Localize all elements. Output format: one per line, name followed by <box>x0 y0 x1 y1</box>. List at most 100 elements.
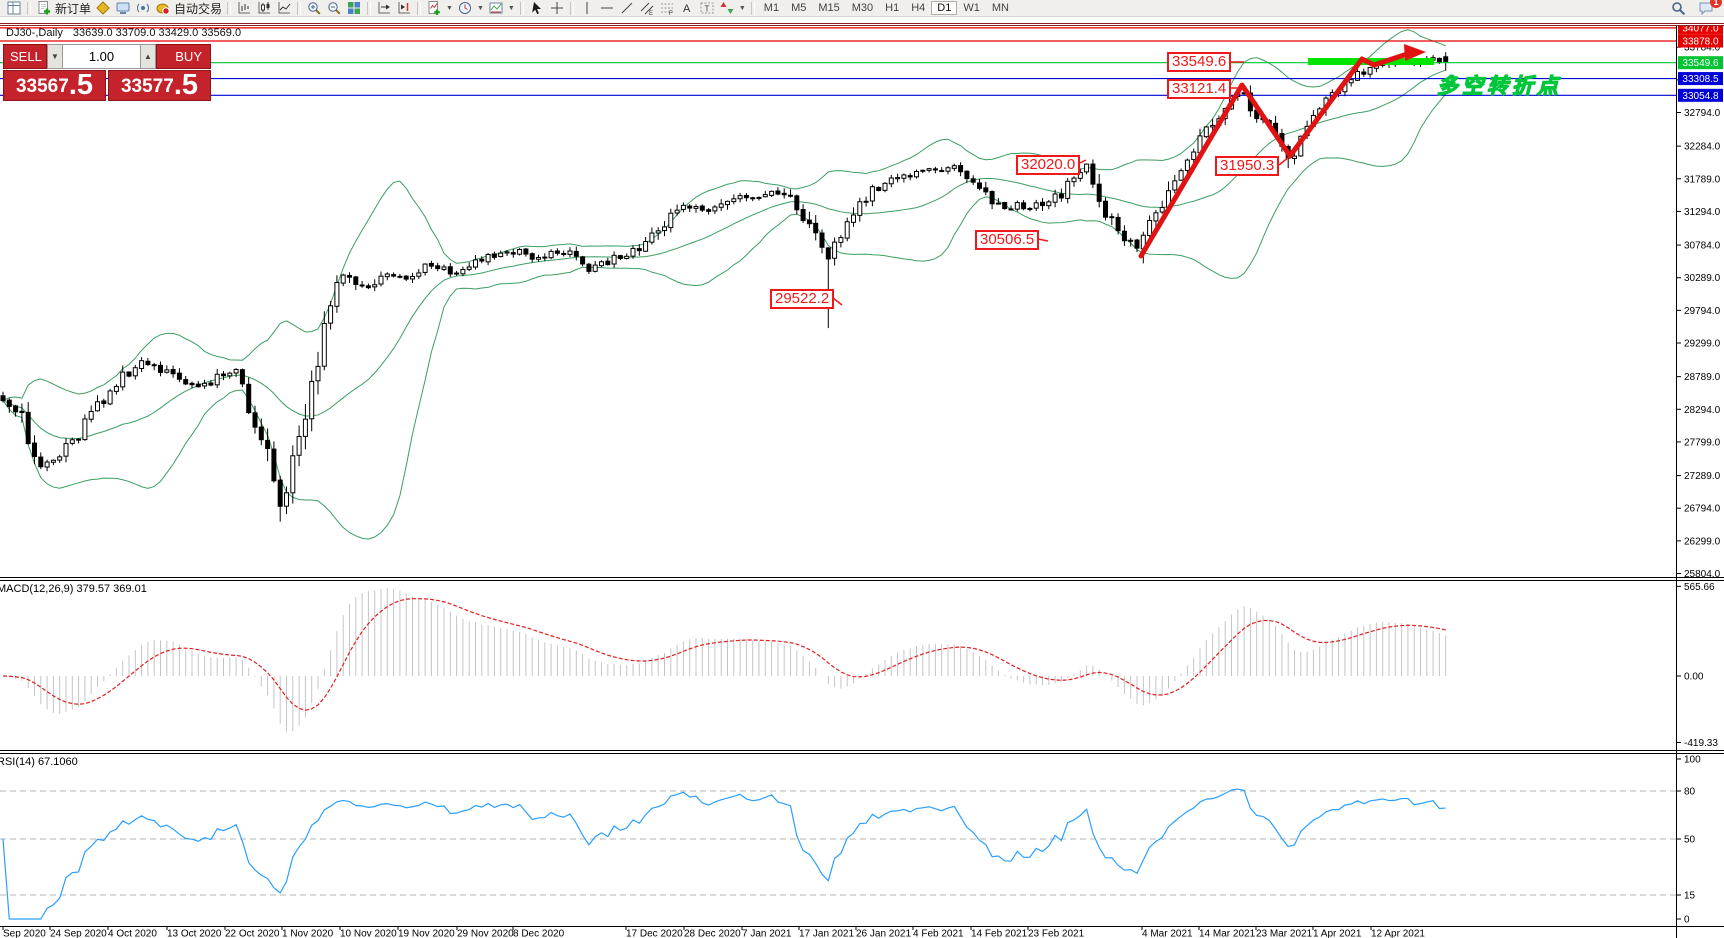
svg-text:50: 50 <box>1684 835 1696 846</box>
candles-chart-button[interactable] <box>254 0 274 16</box>
templates-button[interactable]: ▼ <box>486 0 517 16</box>
chevron-down-icon[interactable]: ▼ <box>476 4 484 12</box>
trend-line-button[interactable] <box>617 0 637 16</box>
crosshair-icon <box>549 0 565 16</box>
new-order-button[interactable]: 新订单 <box>34 0 93 16</box>
notifications-button[interactable]: 1 <box>1696 0 1722 16</box>
fibonacci-button[interactable]: F <box>657 0 677 16</box>
text-label-button[interactable]: T <box>697 0 717 16</box>
tile-windows-icon <box>346 0 362 16</box>
timeframe-d1-button[interactable]: D1 <box>931 1 958 15</box>
styler-button[interactable] <box>93 0 113 16</box>
zoom-in-button[interactable] <box>304 0 324 16</box>
red-zigzag-arrow[interactable] <box>1138 50 1413 259</box>
signals-button[interactable] <box>133 0 153 16</box>
horizontal-line-button[interactable] <box>597 0 617 16</box>
volume-input[interactable] <box>63 44 140 69</box>
ask-price-fraction: .5 <box>173 69 199 101</box>
templates-icon <box>488 0 504 16</box>
signals-icon <box>135 0 151 16</box>
line-chart-button[interactable] <box>274 0 294 16</box>
zoom-out-button[interactable] <box>324 0 344 16</box>
chart-shift-button[interactable] <box>394 0 414 16</box>
bull-bear-turning-point-label[interactable]: 多空转折点 <box>1436 74 1562 98</box>
styler-icon <box>95 0 111 16</box>
market-watch-button[interactable] <box>4 0 24 16</box>
buy-button[interactable]: BUY <box>156 44 211 69</box>
crosshair-button[interactable] <box>547 0 567 16</box>
search-button[interactable] <box>1668 0 1688 16</box>
price-annotation-label[interactable]: 29522.2 <box>770 289 835 309</box>
trend-line-icon <box>619 0 635 16</box>
terminal-button[interactable] <box>113 0 133 16</box>
time-axis-label: 28 Dec 2020 <box>684 929 741 938</box>
arrows-button[interactable]: ▼ <box>717 0 748 16</box>
price-annotation-label[interactable]: 32020.0 <box>1016 155 1081 175</box>
price-annotation-label[interactable]: 31950.3 <box>1215 156 1280 176</box>
time-axis-label: 29 Nov 2020 <box>457 929 514 938</box>
price-annotation-label[interactable]: 30506.5 <box>975 230 1040 250</box>
timeframe-h4-button[interactable]: H4 <box>911 2 926 14</box>
time-axis-label: 10 Nov 2020 <box>340 929 397 938</box>
chart-ohlc-values: 33639.0 33709.0 33429.0 33569.0 <box>72 27 242 39</box>
timeframe-m15-button[interactable]: M15 <box>818 2 840 14</box>
timeframe-h1-button[interactable]: H1 <box>885 2 900 14</box>
time-axis-label: 4 Oct 2020 <box>108 929 157 938</box>
svg-text:-419.33: -419.33 <box>1684 738 1718 749</box>
bars-chart-button[interactable] <box>234 0 254 16</box>
svg-text:80: 80 <box>1684 787 1696 798</box>
price-annotation-label[interactable]: 33121.4 <box>1167 79 1232 99</box>
chart-symbol-period: DJ30-,Daily <box>6 27 63 39</box>
chevron-down-icon[interactable]: ▼ <box>507 4 515 12</box>
time-axis-label: 26 Jan 2021 <box>856 929 911 938</box>
chevron-down-icon[interactable]: ▼ <box>446 4 453 12</box>
price-tick-label: 32794.0 <box>1684 108 1721 119</box>
cursor-icon <box>529 0 545 16</box>
ask-price-display[interactable]: 33577.5 <box>108 70 211 101</box>
rsi-line <box>2 788 1446 920</box>
price-tick-label: 27799.0 <box>1684 437 1721 448</box>
svg-text:A: A <box>683 3 691 15</box>
tile-windows-button[interactable] <box>344 0 364 16</box>
price-tick-label: 31789.0 <box>1684 174 1721 185</box>
timeframe-m5-button[interactable]: M5 <box>791 2 807 14</box>
chevron-down-icon[interactable]: ▼ <box>738 4 746 12</box>
cursor-button[interactable] <box>527 0 547 16</box>
vertical-line-button[interactable] <box>577 0 597 16</box>
time-axis-label: 22 Oct 2020 <box>225 929 280 938</box>
candles-layer <box>0 52 1449 522</box>
timeframe-mn-button[interactable]: MN <box>991 2 1009 14</box>
price-tick-label: 32284.0 <box>1684 142 1721 153</box>
volume-decrease-button[interactable]: ▼ <box>47 44 63 69</box>
price-badge-33308.5 <box>1678 72 1723 86</box>
price-annotation-label[interactable]: 33549.6 <box>1167 52 1232 72</box>
periods-icon <box>457 0 473 16</box>
auto-scroll-button[interactable] <box>374 0 394 16</box>
svg-text:33054.8: 33054.8 <box>1682 91 1719 102</box>
timeframe-w1-button[interactable]: W1 <box>963 2 980 14</box>
annotations-layer[interactable] <box>832 44 1434 306</box>
chart-title: DJ30-,Daily 33639.0 33709.0 33429.0 33569… <box>6 27 241 39</box>
price-badge-33878 <box>1678 34 1723 48</box>
autotrading-button[interactable]: 自动交易 <box>153 0 224 16</box>
timeframe-m1-button[interactable]: M1 <box>763 2 780 14</box>
equidistant-channel-button[interactable]: E <box>637 0 657 16</box>
main-toolbar: 新订单 自动交易 ▼ ▼ ▼ E F A T ▼ M1 M5 M15 M30 H1 H4 D1 W1 MN 1 <box>0 0 1724 17</box>
toolbar-separator <box>750 1 755 15</box>
terminal-icon <box>115 0 131 16</box>
bid-price-display[interactable]: 33567.5 <box>3 70 106 101</box>
horizontal-lines-layer[interactable] <box>0 27 1676 96</box>
sell-button[interactable]: SELL <box>3 44 47 69</box>
text-label-icon: T <box>699 0 715 16</box>
periods-button[interactable]: ▼ <box>455 0 486 16</box>
time-axis-label: 23 Mar 2021 <box>1256 929 1313 938</box>
bid-price-main: 33567 <box>15 76 69 97</box>
volume-increase-button[interactable]: ▲ <box>140 44 156 69</box>
timeframe-m30-button[interactable]: M30 <box>851 2 874 14</box>
svg-text:33878.0: 33878.0 <box>1682 37 1719 48</box>
indicators-button[interactable]: ▼ <box>424 0 455 16</box>
toolbar-separator <box>27 1 31 15</box>
text-button[interactable]: A <box>677 0 697 16</box>
price-tick-label: 29794.0 <box>1684 306 1721 317</box>
